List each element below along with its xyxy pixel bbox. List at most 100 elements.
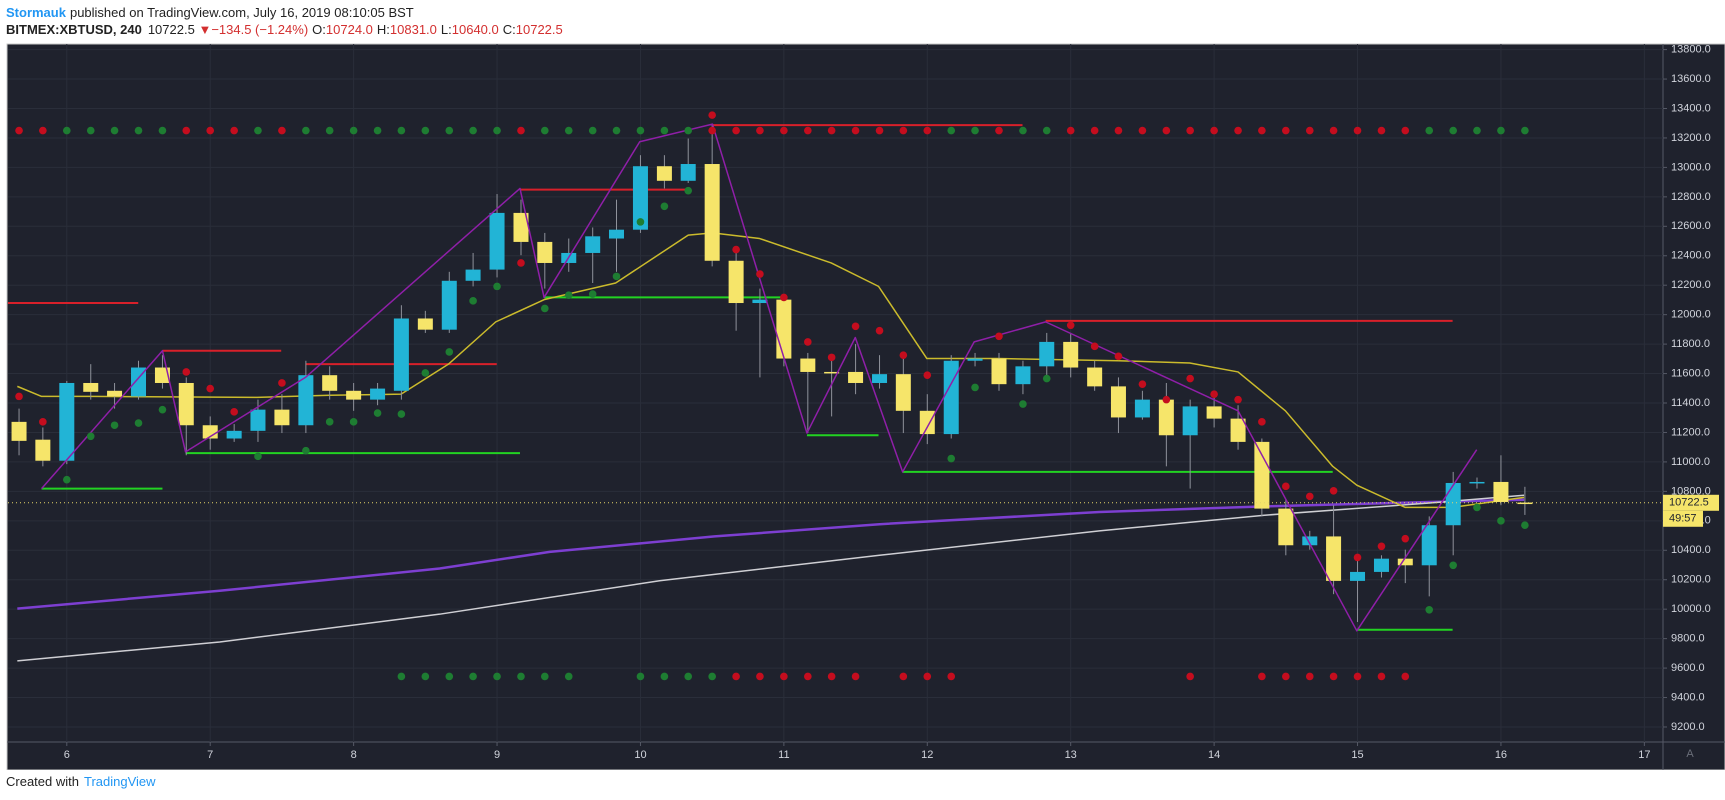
signal-dot [947, 126, 956, 135]
signal-dot [110, 421, 119, 430]
signal-dot [1425, 126, 1434, 135]
candle-body [728, 260, 744, 304]
signal-dot [732, 126, 740, 135]
signal-dot [875, 126, 884, 135]
brand[interactable]: TradingView [83, 774, 156, 789]
signal-dot [660, 202, 669, 211]
chart-background [6, 43, 1725, 770]
candle-body [1350, 571, 1366, 581]
signal-dot [1258, 418, 1266, 426]
candle-body [1302, 536, 1318, 546]
y-tick-label: 10400.0 [1671, 544, 1711, 556]
signal-dot [62, 126, 71, 135]
candle-body [35, 439, 51, 461]
candle-body [417, 318, 433, 330]
signal-dot [1305, 672, 1314, 681]
arrow: ▼ [198, 22, 212, 37]
signal-dot [1090, 342, 1099, 351]
signal-dot [1353, 553, 1362, 562]
signal-dot [1282, 126, 1290, 135]
signal-dot [1473, 126, 1481, 135]
signal-dot [1114, 126, 1123, 135]
footer: Created with TradingView [6, 774, 156, 789]
signal-dot [756, 126, 764, 135]
author[interactable]: Stormauk [6, 5, 66, 20]
signal-dot [278, 379, 286, 387]
signal-dot [971, 383, 979, 392]
candle-body [967, 358, 983, 361]
signal-dot [1497, 126, 1505, 135]
candle-body [1469, 481, 1485, 484]
candle-body [489, 212, 505, 270]
signal-dot [827, 672, 836, 681]
signal-dot [995, 332, 1003, 341]
signal-dot [469, 672, 477, 681]
signal-dot [325, 126, 334, 135]
candle-body [776, 299, 792, 359]
y-tick-label: 9800.0 [1671, 633, 1705, 645]
signal-dot [1521, 521, 1529, 530]
candle-body [1087, 367, 1103, 387]
candle-body [609, 229, 625, 239]
signal-dot [636, 672, 645, 681]
signal-dot [517, 672, 525, 681]
signal-dot [15, 392, 23, 401]
signal-dot [899, 351, 908, 359]
o-label: O: [312, 22, 326, 37]
signal-dot [1401, 672, 1410, 681]
signal-dot [134, 126, 143, 135]
signal-dot [445, 348, 454, 356]
candle-body [1015, 366, 1031, 385]
signal-dot [469, 297, 477, 305]
countdown-box [1663, 510, 1703, 527]
signal-dot [636, 126, 645, 135]
axis-mode[interactable]: A [1686, 748, 1694, 760]
signal-dot [182, 368, 191, 376]
candle-body [680, 164, 696, 181]
last-price-label: 10722.5 [1669, 497, 1709, 509]
signal-dot [39, 126, 47, 135]
signal-dot [636, 218, 645, 226]
signal-dot [1114, 352, 1123, 361]
y-tick-label: 11600.0 [1671, 367, 1710, 379]
l-value: 10640.0 [451, 22, 499, 37]
signal-dot [134, 419, 143, 427]
created-with: Created with [6, 774, 79, 789]
y-tick-label: 11000.0 [1671, 456, 1710, 468]
signal-dot [493, 126, 501, 135]
candle-body [274, 409, 290, 426]
signal-dot [708, 111, 716, 119]
published: published on TradingView.com, July 16, 2… [69, 5, 414, 20]
candle-body [848, 371, 864, 383]
signal-dot [1066, 321, 1075, 330]
x-tick-label: 16 [1495, 749, 1507, 761]
signal-dot [540, 304, 549, 313]
signal-dot [158, 405, 167, 414]
signal-dot [804, 338, 812, 346]
signal-dot [684, 186, 693, 195]
signal-dot [1449, 126, 1457, 135]
signal-dot [1186, 672, 1194, 681]
signal-dot [445, 672, 454, 681]
y-tick-label: 9400.0 [1671, 691, 1705, 703]
signal-dot [421, 672, 430, 681]
signal-dot [1090, 126, 1099, 135]
symbol-line: BITMEX:XBTUSD, 240 10722.5 ▼−134.5 (−1.24… [6, 22, 563, 37]
signal-dot [349, 418, 358, 426]
signal-dot [1425, 605, 1434, 614]
signal-dot [1353, 672, 1362, 681]
y-tick-label: 9200.0 [1671, 721, 1705, 733]
axes: 9200.0 9400.0 9600.0 9800.0 10000.0 10200.0 10… [64, 44, 1719, 761]
candle-body [465, 269, 481, 281]
signal-dot [1305, 126, 1314, 135]
signal-dot [708, 672, 716, 681]
signal-dot [1210, 126, 1218, 135]
signal-dot [373, 409, 382, 417]
signal-dot [947, 672, 956, 681]
candle-body [346, 390, 362, 400]
indicator-line [17, 232, 1525, 509]
y-tick-label: 12600.0 [1671, 220, 1711, 232]
signal-dot [1353, 126, 1362, 135]
signal-dot [1521, 126, 1529, 135]
